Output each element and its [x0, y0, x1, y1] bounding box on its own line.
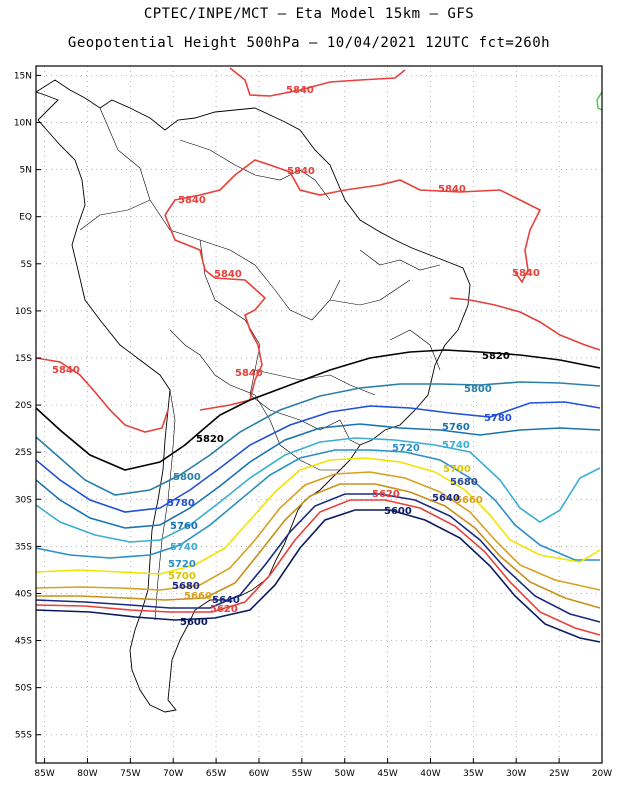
- contour-5840-east: [449, 297, 601, 351]
- label-5820: 5820: [482, 351, 510, 362]
- lon-tick-label: 60W: [249, 769, 269, 779]
- lat-tick-label: 20S: [15, 401, 32, 411]
- lat-tick-label: 5N: [20, 166, 32, 176]
- label-5600: 5600: [384, 506, 412, 517]
- contour-5600: [36, 509, 601, 643]
- contour-labels: 5840 5840 5840 5840 5840 5840 5840 5840 …: [52, 85, 540, 628]
- lon-tick-label: 40W: [420, 769, 440, 779]
- lat-tick-label: 10S: [15, 307, 32, 317]
- lat-tick-label: 15N: [14, 71, 32, 81]
- lon-tick-label: 80W: [77, 769, 97, 779]
- lon-tick-label: 85W: [34, 769, 54, 779]
- contour-5800: [36, 381, 601, 496]
- map-frame: [35, 65, 603, 764]
- lon-tick-label: 30W: [506, 769, 526, 779]
- label-5680: 5680: [172, 581, 200, 592]
- map-title-line1: CPTEC/INPE/MCT – Eta Model 15km – GFS: [143, 6, 475, 22]
- lon-tick-label: 20W: [592, 769, 612, 779]
- label-5820: 5820: [196, 434, 224, 445]
- lat-tick-label: 15S: [15, 354, 32, 364]
- lat-tick-label: 35S: [15, 542, 32, 552]
- contour-5760: [36, 423, 601, 529]
- contour-5740: [36, 437, 601, 543]
- lat-tick-label: 5S: [21, 260, 33, 270]
- label-5660: 5660: [184, 591, 212, 602]
- label-5600: 5600: [180, 617, 208, 628]
- map-grid: [36, 66, 603, 763]
- contour-5840-loop: [164, 214, 267, 411]
- label-5800: 5800: [173, 472, 201, 483]
- lon-tick-label: 75W: [120, 769, 140, 779]
- contour-5720: [36, 449, 600, 561]
- label-5840: 5840: [512, 268, 540, 279]
- label-5700: 5700: [168, 571, 196, 582]
- lat-tick-label: 40S: [15, 589, 32, 599]
- lon-tick-label: 50W: [335, 769, 355, 779]
- label-5640: 5640: [432, 493, 460, 504]
- contour-5620: [36, 499, 601, 636]
- contour-5680: [36, 471, 601, 591]
- lon-tick-label: 55W: [292, 769, 312, 779]
- contour-5660: [36, 483, 601, 609]
- map-title-line2: Geopotential Height 500hPa – 10/04/2021 …: [67, 35, 551, 51]
- label-5840: 5840: [52, 365, 80, 376]
- label-5800: 5800: [464, 384, 492, 395]
- label-5780: 5780: [167, 498, 195, 509]
- contour-5820: [36, 349, 601, 471]
- country-borders: [79, 107, 441, 621]
- contour-5840-north: [229, 67, 406, 97]
- label-5640: 5640: [212, 595, 240, 606]
- lat-tick-label: 30S: [15, 495, 32, 505]
- label-5660: 5660: [455, 495, 483, 506]
- label-5760: 5760: [170, 521, 198, 532]
- label-5840: 5840: [438, 184, 466, 195]
- label-5840: 5840: [235, 368, 263, 379]
- lat-tick-label: 50S: [15, 684, 32, 694]
- label-5840: 5840: [214, 269, 242, 280]
- label-5680: 5680: [450, 477, 478, 488]
- contour-5640: [36, 493, 601, 623]
- label-5840: 5840: [287, 166, 315, 177]
- lon-tick-label: 25W: [549, 769, 569, 779]
- axis-labels: 15N 10N 5N EQ 5S 10S 15S 20S 25S 30S 35S 40S 45S 50S 5…: [14, 71, 612, 779]
- label-5740: 5740: [442, 440, 470, 451]
- label-5840: 5840: [178, 195, 206, 206]
- lon-tick-label: 45W: [377, 769, 397, 779]
- label-5620: 5620: [372, 489, 400, 500]
- contour-5840-west: [36, 357, 169, 433]
- lat-tick-label: EQ: [19, 213, 32, 223]
- label-5620: 5620: [210, 604, 238, 615]
- label-5760: 5760: [442, 422, 470, 433]
- lon-tick-label: 65W: [206, 769, 226, 779]
- lat-tick-label: 10N: [14, 119, 32, 129]
- contour-5840-central: [164, 159, 542, 284]
- contour-5700: [36, 457, 601, 575]
- lon-tick-label: 70W: [163, 769, 183, 779]
- lat-tick-label: 25S: [15, 448, 32, 458]
- label-5700: 5700: [443, 464, 471, 475]
- lat-tick-label: 45S: [15, 637, 32, 647]
- contour-5780: [36, 401, 601, 513]
- label-5720: 5720: [168, 559, 196, 570]
- label-5780: 5780: [484, 413, 512, 424]
- label-5840: 5840: [286, 85, 314, 96]
- label-5740: 5740: [170, 542, 198, 553]
- lon-tick-label: 35W: [463, 769, 483, 779]
- lat-tick-label: 55S: [15, 731, 32, 741]
- coastline: [36, 79, 471, 713]
- label-5720: 5720: [392, 443, 420, 454]
- island-outline: [596, 91, 602, 111]
